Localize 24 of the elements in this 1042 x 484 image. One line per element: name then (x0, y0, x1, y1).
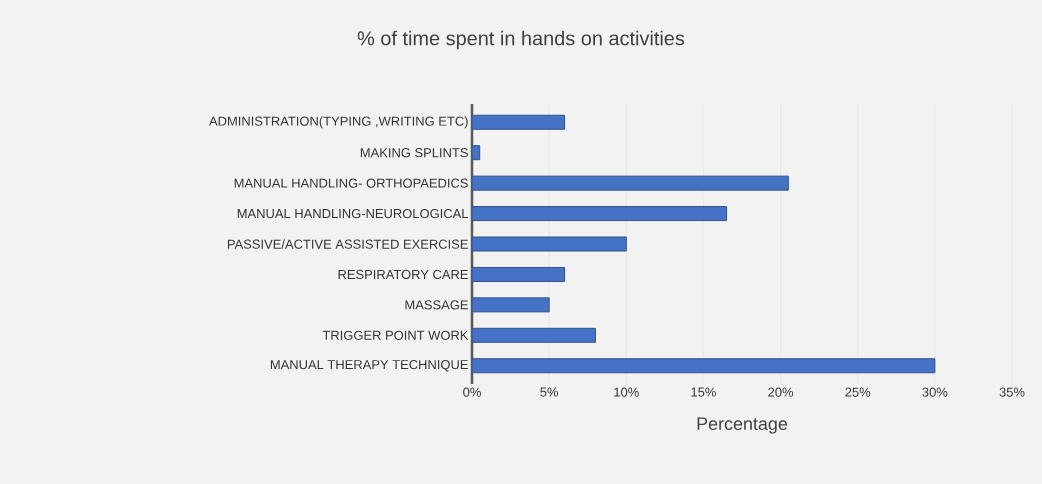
y-tick-label: MANUAL HANDLING- ORTHOPAEDICS (234, 178, 468, 188)
bar (472, 327, 596, 343)
chart-title: % of time spent in hands on activities (357, 30, 685, 50)
x-tick-label: 35% (999, 387, 1025, 397)
y-tick-label: TRIGGER POINT WORK (322, 330, 469, 340)
y-tick-label: RESPIRATORY CARE (338, 269, 468, 280)
bar (472, 358, 936, 374)
x-tick-label: 15% (691, 387, 716, 397)
x-tick-label: 30% (922, 387, 948, 397)
y-tick-label: ADMINISTRATION(TYPING ,WRITING ETC) (209, 116, 468, 129)
y-tick-label: MAKING SPLINTS (360, 148, 468, 158)
x-tick-label: 25% (845, 387, 871, 397)
y-tick-label: PASSIVE/ACTIVE ASSISTED EXERCISE (227, 239, 468, 249)
bar (472, 114, 566, 130)
x-tick-label: 20% (768, 387, 794, 397)
y-tick-label: MANUAL HANDLING-NEUROLOGICAL (237, 208, 469, 219)
x-tick-label: 10% (614, 387, 639, 397)
y-tick-label: MASSAGE (405, 300, 468, 310)
bar (472, 266, 566, 282)
x-axis-title: Percentage (697, 417, 788, 434)
x-tick-label: 5% (540, 387, 559, 397)
bar (472, 206, 728, 222)
y-tick-label: MANUAL THERAPY TECHNIQUE (270, 359, 468, 372)
x-tick-label: 0% (463, 387, 481, 397)
